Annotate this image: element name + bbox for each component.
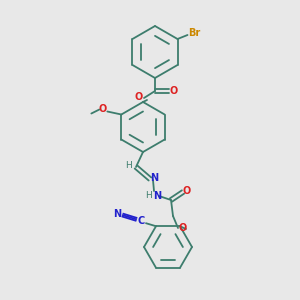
Text: N: N [113,209,121,219]
Text: Br: Br [188,28,201,38]
Text: O: O [170,86,178,96]
Text: H: H [146,190,152,200]
Text: O: O [183,186,191,196]
Text: O: O [179,223,187,233]
Text: N: N [153,191,161,201]
Text: C: C [137,216,145,226]
Text: H: H [126,161,132,170]
Text: O: O [98,104,106,115]
Text: O: O [135,92,143,102]
Text: N: N [150,173,158,183]
